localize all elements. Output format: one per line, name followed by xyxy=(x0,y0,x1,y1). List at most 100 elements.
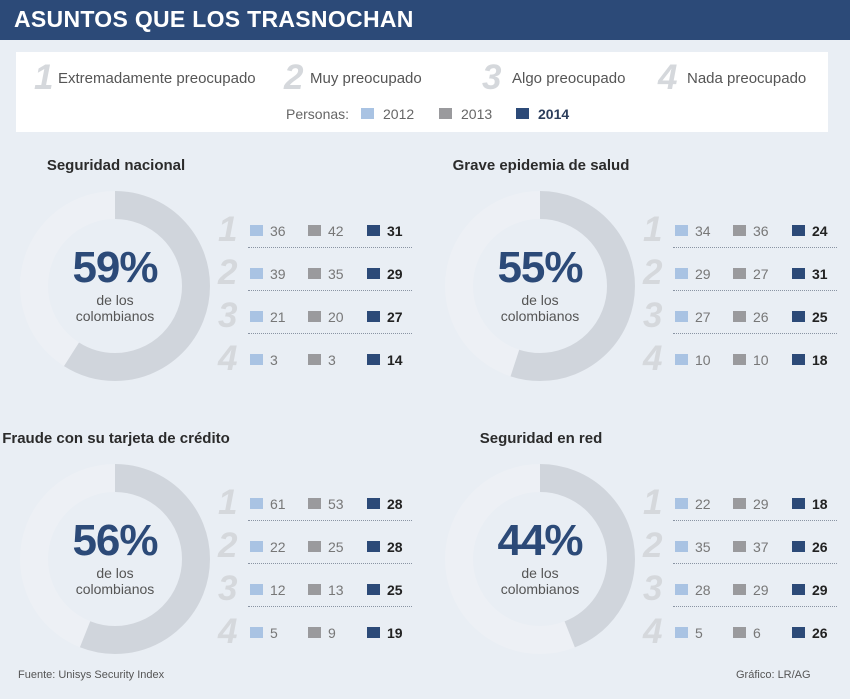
year-swatch-2013 xyxy=(308,627,321,638)
chart-title: Seguridad en red xyxy=(479,430,603,447)
data-label: 3 xyxy=(328,352,336,368)
data-label: 29 xyxy=(753,582,769,598)
data-label: 26 xyxy=(753,309,769,325)
year-swatch-2012 xyxy=(675,354,688,365)
data-label: 26 xyxy=(812,625,828,641)
year-swatch-2013 xyxy=(308,225,321,236)
year-swatch-2012 xyxy=(675,627,688,638)
legend-level-label: Extremadamente preocupado xyxy=(58,70,256,87)
level-row-1: 1 61 53 28 xyxy=(218,483,414,526)
donut-chart: 44% de los colombianos xyxy=(445,464,635,654)
data-label: 25 xyxy=(387,582,403,598)
credit-note: Gráfico: LR/AG xyxy=(736,669,811,681)
donut-svg xyxy=(20,191,210,381)
year-swatch-2013 xyxy=(733,498,746,509)
row-divider xyxy=(248,247,412,248)
level-row-4: 4 3 3 14 xyxy=(218,339,414,382)
data-label: 13 xyxy=(328,582,344,598)
year-swatch-2013 xyxy=(308,584,321,595)
year-swatch-2012 xyxy=(675,584,688,595)
page-title: ASUNTOS QUE LOS TRASNOCHAN xyxy=(14,6,414,32)
data-label: 3 xyxy=(270,352,278,368)
year-swatch-2013 xyxy=(308,541,321,552)
year-swatch-2013 xyxy=(308,498,321,509)
level-row-3: 3 12 13 25 xyxy=(218,569,414,612)
level-number: 1 xyxy=(218,210,238,249)
level-number: 4 xyxy=(643,339,663,378)
data-label: 28 xyxy=(387,539,403,555)
legend-level-label: Algo preocupado xyxy=(512,70,626,87)
donut-arc xyxy=(445,464,635,654)
year-swatch-2013 xyxy=(733,225,746,236)
donut-sub-label: colombianos xyxy=(500,308,580,324)
level-number: 4 xyxy=(218,612,238,651)
year-swatch-2014 xyxy=(367,584,380,595)
personas-label: Personas: xyxy=(286,106,350,122)
legend-level-label: Nada preocupado xyxy=(687,70,807,87)
row-divider xyxy=(248,606,412,607)
row-divider xyxy=(248,563,412,564)
year-swatch-2014 xyxy=(792,354,805,365)
data-label: 26 xyxy=(812,539,828,555)
year-swatch-2014 xyxy=(792,225,805,236)
data-label: 28 xyxy=(387,496,403,512)
data-label: 61 xyxy=(270,496,286,512)
legend-level-number: 1 xyxy=(34,58,54,97)
donut-arc xyxy=(20,464,210,654)
data-label: 37 xyxy=(753,539,769,555)
data-label: 29 xyxy=(753,496,769,512)
level-row-3: 3 21 20 27 xyxy=(218,296,414,339)
donut-chart: 56% de los colombianos xyxy=(20,464,210,654)
row-divider xyxy=(673,520,837,521)
row-divider xyxy=(248,333,412,334)
level-number: 1 xyxy=(218,483,238,522)
level-number: 2 xyxy=(218,526,238,565)
year-swatch-2012 xyxy=(250,584,263,595)
year-swatch-2014 xyxy=(367,627,380,638)
legend-level-number: 4 xyxy=(658,58,678,97)
donut-chart: 59% de los colombianos xyxy=(20,191,210,381)
year-swatch-2012 xyxy=(675,541,688,552)
year-swatch-2012 xyxy=(250,354,263,365)
legend-year-label: 2012 xyxy=(383,106,415,122)
donut-arc xyxy=(20,191,210,381)
data-label: 42 xyxy=(328,223,344,239)
level-number: 2 xyxy=(643,526,663,565)
level-row-2: 2 35 37 26 xyxy=(643,526,839,569)
year-swatch-2012 xyxy=(250,311,263,322)
row-divider xyxy=(248,520,412,521)
donut-sub-label: colombianos xyxy=(500,581,580,597)
legend-year-label: 2013 xyxy=(461,106,493,122)
year-swatch-2013 xyxy=(733,627,746,638)
data-label: 12 xyxy=(270,582,286,598)
data-label: 27 xyxy=(753,266,769,282)
year-swatch-2012 xyxy=(675,311,688,322)
donut-chart: 55% de los colombianos xyxy=(445,191,635,381)
donut-sub-label: de los xyxy=(521,292,559,308)
data-label: 18 xyxy=(812,496,828,512)
data-label: 39 xyxy=(270,266,286,282)
year-swatch-2012 xyxy=(250,498,263,509)
donut-sub-label: de los xyxy=(521,565,559,581)
year-swatch-2014 xyxy=(792,584,805,595)
level-number: 1 xyxy=(643,483,663,522)
chart-title: Grave epidemia de salud xyxy=(452,157,630,174)
data-label: 35 xyxy=(328,266,344,282)
level-number: 1 xyxy=(643,210,663,249)
year-swatch-2014 xyxy=(367,498,380,509)
row-divider xyxy=(248,290,412,291)
year-swatch-2012 xyxy=(250,541,263,552)
data-label: 35 xyxy=(695,539,711,555)
donut-sub-label: de los xyxy=(96,292,134,308)
data-label: 22 xyxy=(695,496,711,512)
donut-sub-label: de los xyxy=(96,565,134,581)
data-label: 31 xyxy=(812,266,828,282)
data-label: 29 xyxy=(387,266,403,282)
year-swatch-2013 xyxy=(733,354,746,365)
data-label: 5 xyxy=(695,625,703,641)
data-label: 24 xyxy=(812,223,828,239)
year-swatch-2012 xyxy=(675,268,688,279)
data-label: 29 xyxy=(812,582,828,598)
row-divider xyxy=(673,606,837,607)
level-row-3: 3 27 26 25 xyxy=(643,296,839,339)
